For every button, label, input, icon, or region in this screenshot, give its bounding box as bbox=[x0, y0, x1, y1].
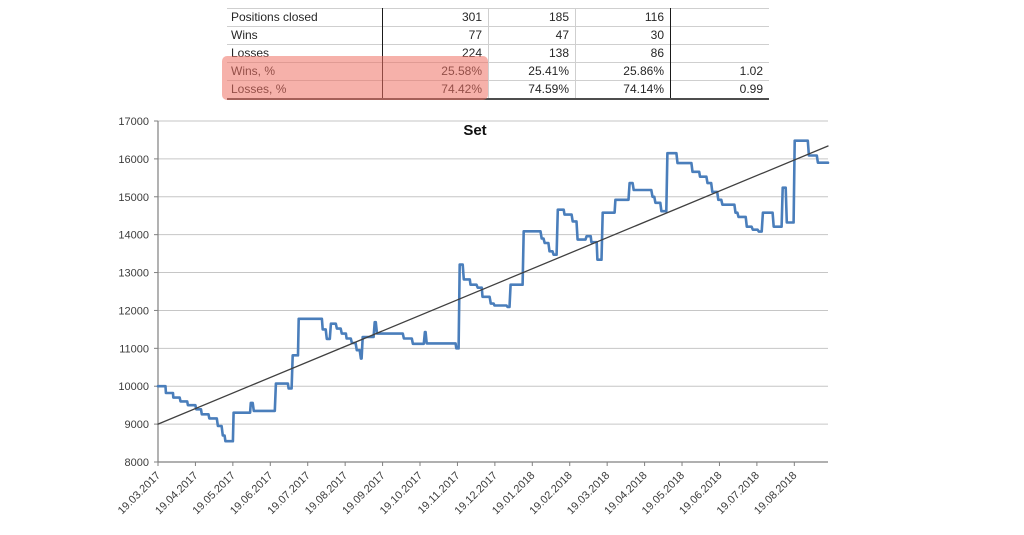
row-label-cell: Losses bbox=[227, 44, 383, 63]
chart-svg: 8000 9000 10000 11000 12000 13000 14000 15000 16… bbox=[118, 116, 830, 517]
value-cell: 30 bbox=[575, 26, 671, 45]
y-tick-label: 14000 bbox=[118, 230, 149, 242]
equity-curve-series bbox=[156, 139, 830, 443]
value-cell: 224 bbox=[382, 44, 489, 63]
equity-chart: 8000 9000 10000 11000 12000 13000 14000 15000 16… bbox=[118, 113, 834, 525]
table-row: Wins 77 47 30 bbox=[227, 26, 769, 45]
table-row: Positions closed 301 185 116 bbox=[227, 8, 769, 27]
value-cell: 25.41% bbox=[488, 62, 576, 81]
value-cell: 0.99 bbox=[670, 80, 769, 100]
value-cell bbox=[670, 8, 769, 27]
table-row: Losses, % 74.42% 74.59% 74.14% 0.99 bbox=[227, 80, 769, 100]
value-cell: 74.59% bbox=[488, 80, 576, 100]
value-cell: 77 bbox=[382, 26, 489, 45]
row-label-cell: Losses, % bbox=[227, 80, 383, 100]
row-label-cell: Wins bbox=[227, 26, 383, 45]
y-tick-label: 12000 bbox=[118, 305, 149, 317]
y-tick-label: 15000 bbox=[118, 192, 149, 204]
table-row: Wins, % 25.58% 25.41% 25.86% 1.02 bbox=[227, 62, 769, 81]
y-tick-label: 13000 bbox=[118, 268, 149, 280]
y-tick-label: 16000 bbox=[118, 154, 149, 166]
value-cell: 25.86% bbox=[575, 62, 671, 81]
row-label-cell: Positions closed bbox=[227, 8, 383, 27]
value-cell: 47 bbox=[488, 26, 576, 45]
y-tick-label: 11000 bbox=[119, 343, 149, 355]
value-cell: 138 bbox=[488, 44, 576, 63]
value-cell: 185 bbox=[488, 8, 576, 27]
value-cell: 86 bbox=[575, 44, 671, 63]
value-cell bbox=[670, 44, 769, 63]
value-cell bbox=[670, 26, 769, 45]
gridlines bbox=[158, 120, 828, 463]
y-tick-label: 8000 bbox=[125, 457, 149, 469]
value-cell: 25.58% bbox=[382, 62, 489, 81]
value-cell: 301 bbox=[382, 8, 489, 27]
chart-title: Set bbox=[463, 122, 486, 139]
value-cell: 1.02 bbox=[670, 62, 769, 81]
trend-line-series bbox=[157, 145, 829, 425]
y-tick-label: 9000 bbox=[125, 419, 149, 431]
stats-table-body: Positions closed 301 185 116 Wins 77 47 30 Losse… bbox=[227, 8, 769, 100]
table-row: Losses 224 138 86 bbox=[227, 44, 769, 63]
value-cell: 74.14% bbox=[575, 80, 671, 100]
row-label-cell: Wins, % bbox=[227, 62, 383, 81]
stats-table: Positions closed 301 185 116 Wins 77 47 30 Losse… bbox=[227, 8, 769, 100]
value-cell: 74.42% bbox=[382, 80, 489, 100]
y-tick-label: 17000 bbox=[118, 116, 149, 128]
y-tick-label: 10000 bbox=[118, 381, 149, 393]
value-cell: 116 bbox=[575, 8, 671, 27]
